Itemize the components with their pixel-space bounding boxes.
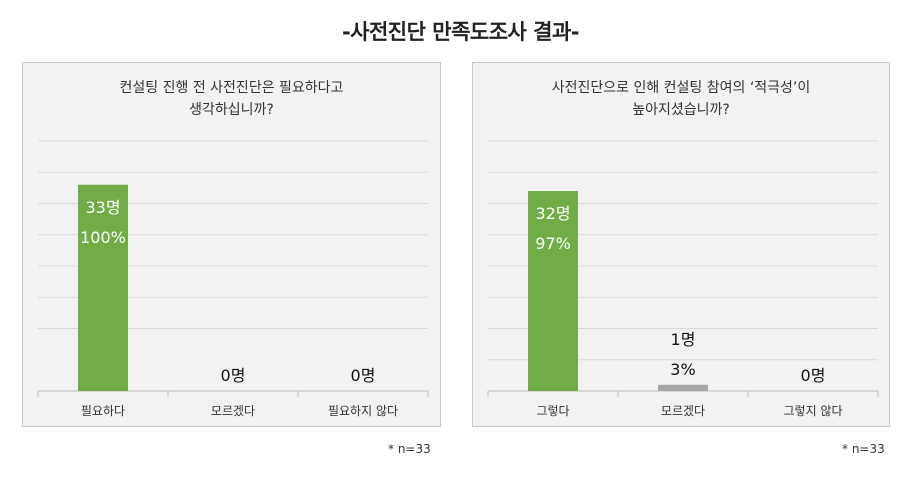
bar <box>658 384 708 391</box>
chart-title-line-2: 생각하십니까? <box>189 102 274 118</box>
category-label: 그렇다 <box>536 403 569 418</box>
sample-size-note: * n=33 <box>842 442 885 456</box>
category-label: 모르겠다 <box>211 404 255 418</box>
data-label: 1명 <box>671 330 696 349</box>
chart-title: 사전진단으로 인해 컨설팅 참여의 ‘적극성’이 높아지셨습니까? <box>473 77 889 121</box>
category-label: 그렇지 않다 <box>783 403 842 418</box>
data-label: 0명 <box>801 366 826 385</box>
data-label: 3% <box>670 360 695 379</box>
data-label: 97% <box>535 234 571 253</box>
category-label: 필요하지 않다 <box>328 404 398 418</box>
data-label: 100% <box>80 228 126 247</box>
data-label: 33명 <box>85 198 120 217</box>
page-title: -사전진단 만족도조사 결과- <box>341 20 580 44</box>
sample-size-note: * n=33 <box>388 442 431 456</box>
chart-title-line-1: 컨설팅 진행 전 사전진단은 필요하다고 <box>119 80 344 96</box>
data-label: 0명 <box>351 366 376 385</box>
bar <box>78 184 128 391</box>
data-label: 32명 <box>535 204 570 223</box>
chart-title-line-2: 높아지셨습니까? <box>632 102 730 118</box>
bar-chart-engagement: 그렇다 32명 97% 모르겠다 1명 3% 그렇지 않다 0명 <box>487 140 879 418</box>
chart-title-line-1: 사전진단으로 인해 컨설팅 참여의 ‘적극성’이 <box>551 80 811 96</box>
bar <box>528 191 578 391</box>
data-label: 0명 <box>221 366 246 385</box>
chart-title: 컨설팅 진행 전 사전진단은 필요하다고 생각하십니까? <box>23 77 440 121</box>
category-label: 필요하다 <box>81 404 125 418</box>
chart-panel-necessity: 컨설팅 진행 전 사전진단은 필요하다고 생각하십니까? 필요하다 33명 100%… <box>22 62 441 427</box>
category-label: 모르겠다 <box>661 404 705 418</box>
chart-panel-engagement: 사전진단으로 인해 컨설팅 참여의 ‘적극성’이 높아지셨습니까? 그렇다 32명… <box>472 62 890 427</box>
